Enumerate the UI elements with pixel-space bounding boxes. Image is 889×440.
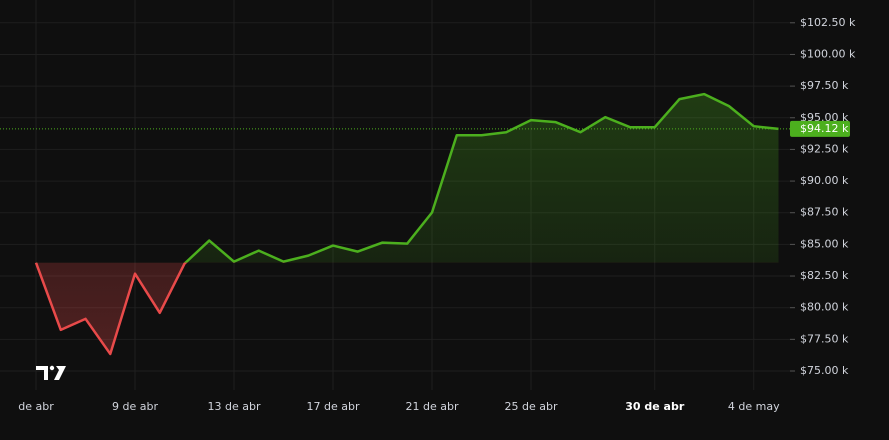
price-label: $94.12 k	[800, 122, 849, 135]
y-tick-label: $92.50 k	[800, 142, 849, 155]
y-tick-label: $90.00 k	[800, 174, 849, 187]
area-down	[36, 262, 186, 354]
y-tick-label: $85.00 k	[800, 237, 849, 250]
y-tick-label: $80.00 k	[800, 301, 849, 314]
y-tick-label: $75.00 k	[800, 364, 849, 377]
x-tick-label: 25 de abr	[505, 400, 558, 413]
y-tick-label: $97.50 k	[800, 79, 849, 92]
y-tick-label: $102.50 k	[800, 16, 856, 29]
price-label-box	[790, 120, 850, 137]
y-tick-label: $95.00 k	[800, 111, 849, 124]
line-down	[34, 262, 285, 356]
x-tick-label: 13 de abr	[208, 400, 261, 413]
y-tick-label: $87.50 k	[800, 206, 849, 219]
x-tick-label: 9 de abr	[112, 400, 158, 413]
y-tick-label: $100.00 k	[800, 47, 856, 60]
logo	[36, 365, 66, 380]
y-tick-label: $77.50 k	[800, 332, 849, 345]
x-tick-label: 30 de abr	[625, 400, 685, 413]
x-tick-label: 4 de may	[728, 400, 780, 413]
x-tick-label: 21 de abr	[406, 400, 459, 413]
y-tick-label: $82.50 k	[800, 269, 849, 282]
x-tick-label: de abr	[18, 400, 54, 413]
area-up	[36, 94, 779, 263]
line-up	[35, 92, 779, 263]
x-tick-label: 17 de abr	[307, 400, 360, 413]
